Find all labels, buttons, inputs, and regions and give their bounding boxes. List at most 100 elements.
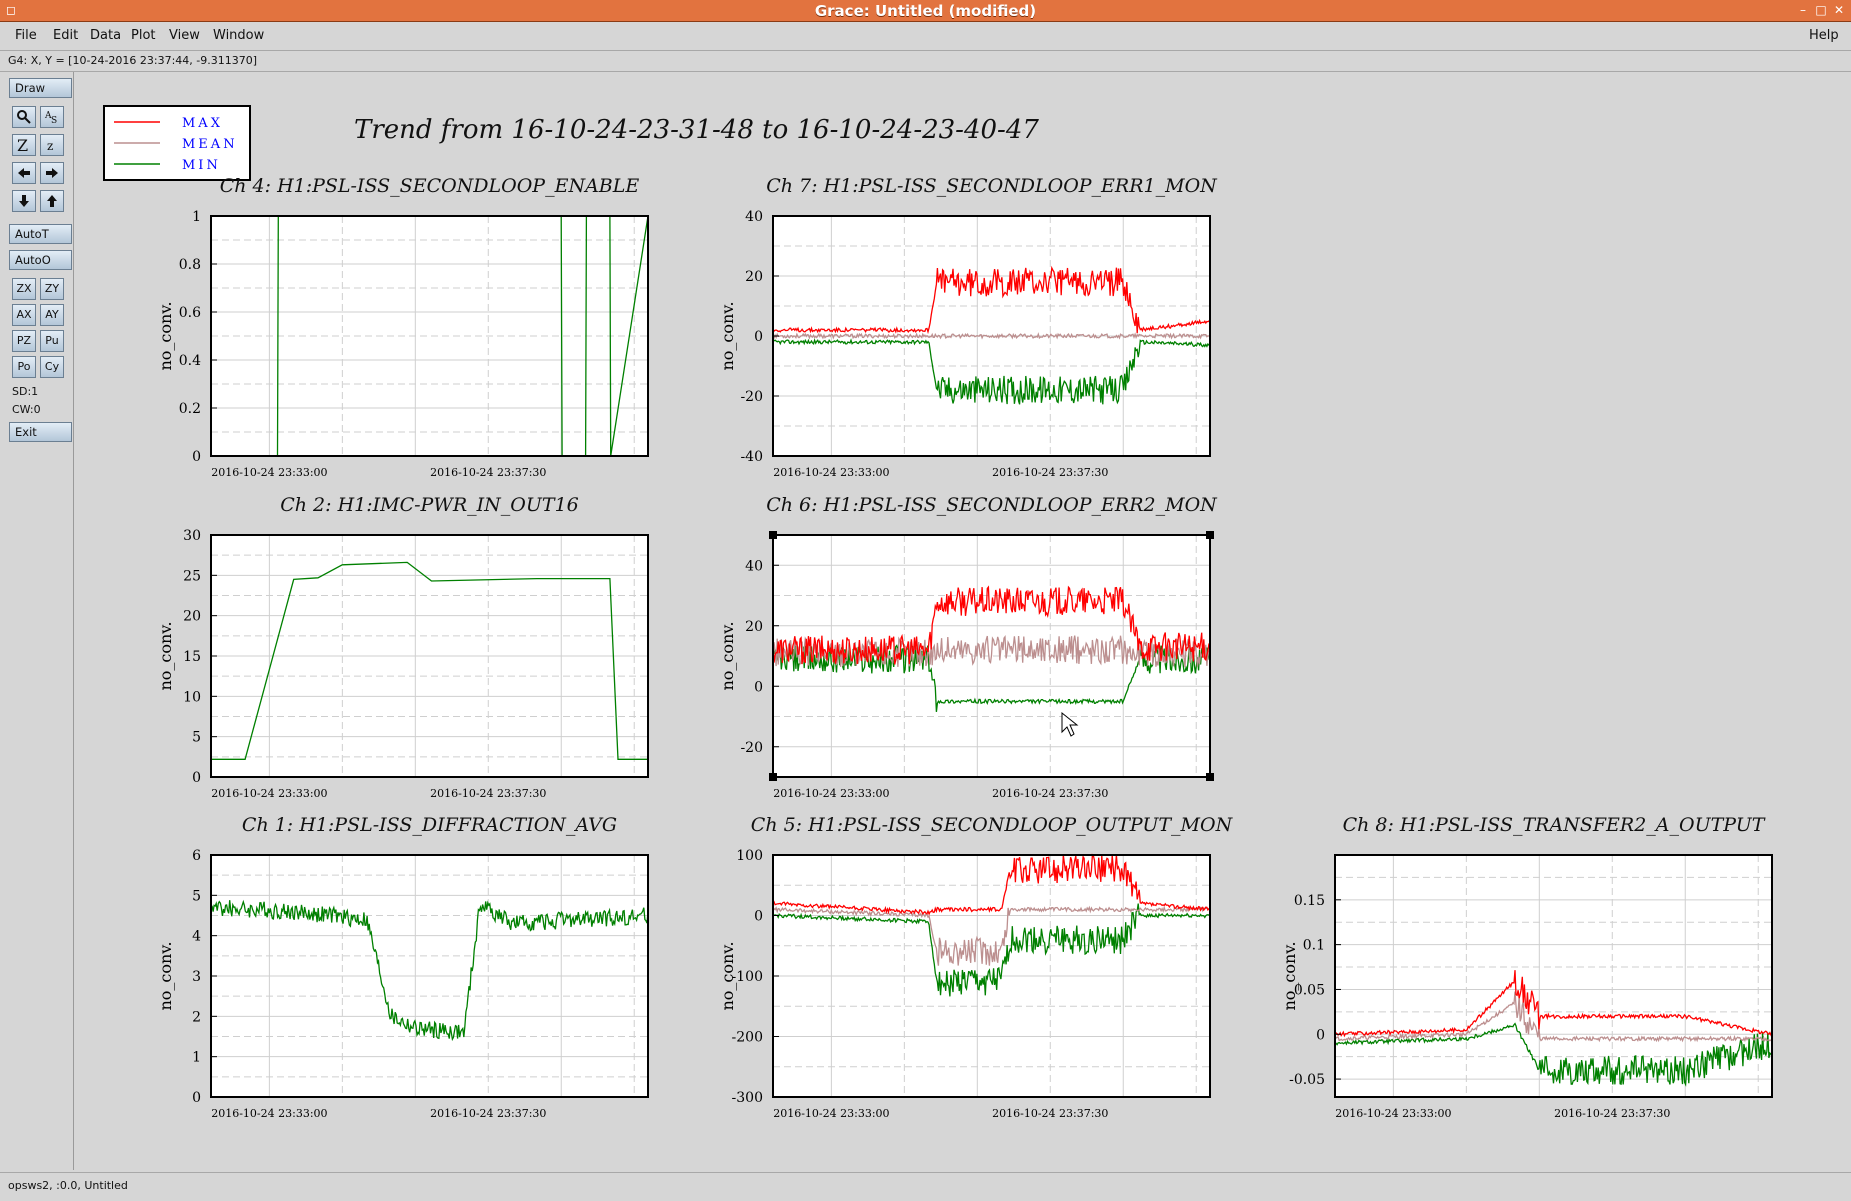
y-tick-label: -0.05 xyxy=(1289,1072,1325,1088)
chart-title: Ch 7: H1:PSL-ISS_SECONDLOOP_ERR1_MON xyxy=(766,175,1218,197)
scroll-right-button[interactable] xyxy=(40,162,64,184)
y-tick-label: 25 xyxy=(183,568,201,584)
x-tick-label: 2016-10-24 23:37:30 xyxy=(992,787,1108,800)
y-tick-label: 0 xyxy=(754,329,763,345)
draw-button[interactable]: Draw xyxy=(9,78,72,98)
y-tick-label: 0.8 xyxy=(179,257,201,273)
y-tick-label: 0.4 xyxy=(179,353,201,369)
set-default-label: SD:1 xyxy=(12,385,39,398)
locator-readout: G4: X, Y = [10-24-2016 23:37:44, -9.3113… xyxy=(8,54,258,67)
scroll-up-button[interactable] xyxy=(40,190,64,212)
menu-view[interactable]: View xyxy=(169,28,200,43)
y-tick-label: -100 xyxy=(732,969,763,985)
y-axis-label: no_conv. xyxy=(156,621,175,690)
maximize-icon[interactable]: □ xyxy=(1815,3,1827,17)
status-bar: opsws2, :0.0, Untitled xyxy=(0,1172,1851,1201)
x-tick-label: 2016-10-24 23:37:30 xyxy=(1554,1107,1670,1120)
series-max-line xyxy=(772,853,1211,916)
y-axis-label: no_conv. xyxy=(718,941,737,1010)
x-tick-label: 2016-10-24 23:33:00 xyxy=(211,466,327,479)
series-min-line xyxy=(772,644,1211,712)
menu-edit[interactable]: Edit xyxy=(53,28,79,43)
x-tick-label: 2016-10-24 23:33:00 xyxy=(211,787,327,800)
y-tick-label: -20 xyxy=(740,740,763,756)
legend-max-label: MAX xyxy=(182,116,223,131)
svg-text:Z: Z xyxy=(17,137,28,153)
plot-figure[interactable]: MAX MEAN MIN Trend from 16-10-24-23-31-4… xyxy=(74,72,1851,1170)
y-tick-label: 20 xyxy=(745,619,763,635)
arrow-right-icon xyxy=(46,168,58,178)
y-tick-label: 40 xyxy=(745,558,763,574)
series-mean-line xyxy=(772,905,1211,966)
svg-text:z: z xyxy=(47,139,53,153)
y-tick-label: 6 xyxy=(192,848,201,864)
autot-button[interactable]: AutoT xyxy=(9,224,72,244)
exit-button[interactable]: Exit xyxy=(9,422,72,442)
y-tick-label: 2 xyxy=(192,1009,201,1025)
plot-frame xyxy=(210,215,649,457)
zoom-button[interactable] xyxy=(12,106,36,128)
menu-help[interactable]: Help xyxy=(1809,28,1839,43)
y-tick-label: 0 xyxy=(192,1090,201,1106)
menu-plot[interactable]: Plot xyxy=(131,28,156,43)
series-max-line xyxy=(772,585,1211,665)
y-axis-label: no_conv. xyxy=(156,941,175,1010)
zoom-in-icon: Z xyxy=(17,137,28,153)
window-menu-icon[interactable]: ◻ xyxy=(6,3,16,17)
minimize-icon[interactable]: – xyxy=(1800,3,1806,17)
y-tick-label: 0.2 xyxy=(179,401,201,417)
ax-button[interactable]: AX xyxy=(12,304,36,326)
po-button[interactable]: Po xyxy=(12,356,36,378)
y-tick-label: 10 xyxy=(183,689,201,705)
pu-button[interactable]: Pu xyxy=(40,330,64,352)
zoom-in-button[interactable]: Z xyxy=(12,134,36,156)
x-tick-label: 2016-10-24 23:33:00 xyxy=(211,1107,327,1120)
cy-button[interactable]: Cy xyxy=(40,356,64,378)
menu-window[interactable]: Window xyxy=(213,28,265,43)
y-axis-label: no_conv. xyxy=(718,301,737,370)
y-tick-label: 3 xyxy=(192,969,201,985)
ay-button[interactable]: AY xyxy=(40,304,64,326)
chart-panel-1: 0 0.2 0.4 0.6 0.8 1 2016-10-24 23:33:00 2016-10… xyxy=(156,175,649,479)
pz-button[interactable]: PZ xyxy=(12,330,36,352)
y-tick-label: 15 xyxy=(183,649,201,665)
svg-text:A: A xyxy=(44,111,52,121)
current-world-label: CW:0 xyxy=(12,403,41,416)
selection-handle xyxy=(769,773,777,781)
x-tick-label: 2016-10-24 23:37:30 xyxy=(430,1107,546,1120)
arrow-up-icon xyxy=(47,195,57,207)
chart-panel-3: 0 5 10 15 20 25 30 2016-10-24 23:33:00 2016-10-2… xyxy=(156,494,649,800)
y-tick-label: 0 xyxy=(1316,1027,1325,1043)
zx-button[interactable]: ZX xyxy=(12,278,36,300)
plot-frame xyxy=(1334,854,1773,1098)
y-tick-label: -200 xyxy=(732,1030,763,1046)
menu-data[interactable]: Data xyxy=(90,28,122,43)
svg-text:S: S xyxy=(51,116,57,125)
y-tick-label: 0.05 xyxy=(1294,982,1325,998)
arrow-down-icon xyxy=(19,195,29,207)
y-tick-label: 0.1 xyxy=(1303,938,1325,954)
window-titlebar: ◻ Grace: Untitled (modified) – □ ✕ xyxy=(0,0,1851,22)
graph-canvas[interactable]: MAX MEAN MIN Trend from 16-10-24-23-31-4… xyxy=(74,72,1851,1170)
selection-handle xyxy=(1206,773,1214,781)
zoom-out-button[interactable]: z xyxy=(40,134,64,156)
close-icon[interactable]: ✕ xyxy=(1833,3,1845,17)
x-tick-label: 2016-10-24 23:33:00 xyxy=(1335,1107,1451,1120)
arrow-left-icon xyxy=(18,168,30,178)
autoo-button[interactable]: AutoO xyxy=(9,250,72,270)
chart-panel-7: -0.05 0 0.05 0.1 0.15 2016-10-24 23:33:00 2016… xyxy=(1280,814,1773,1120)
x-tick-label: 2016-10-24 23:37:30 xyxy=(430,787,546,800)
scroll-left-button[interactable] xyxy=(12,162,36,184)
x-tick-label: 2016-10-24 23:33:00 xyxy=(773,466,889,479)
scroll-down-button[interactable] xyxy=(12,190,36,212)
zy-button[interactable]: ZY xyxy=(40,278,64,300)
series-min-line xyxy=(210,899,649,1042)
chart-title: Ch 8: H1:PSL-ISS_TRANSFER2_A_OUTPUT xyxy=(1343,814,1766,836)
y-tick-label: 0.6 xyxy=(179,305,201,321)
chart-title: Ch 4: H1:PSL-ISS_SECONDLOOP_ENABLE xyxy=(220,175,640,197)
menu-file[interactable]: File xyxy=(15,28,37,43)
y-tick-label: 20 xyxy=(183,609,201,625)
